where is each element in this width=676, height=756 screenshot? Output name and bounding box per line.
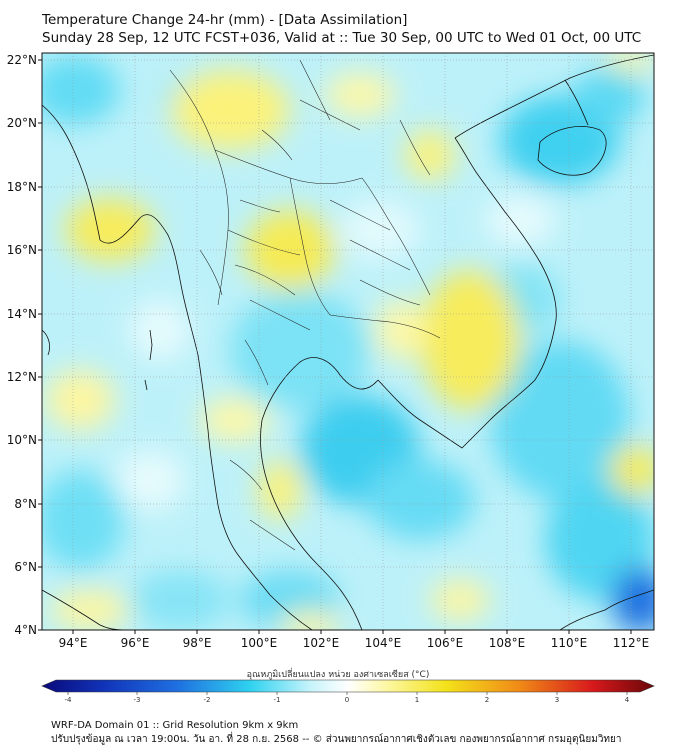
map-figure: 22°N 20°N 18°N 16°N 14°N 12°N 10°N 8°N 6… [7, 52, 655, 695]
gridlines [42, 53, 654, 630]
lon-label: 98°E [183, 636, 212, 650]
lon-label: 110°E [551, 636, 588, 650]
lat-label: 12°N [7, 370, 37, 384]
colorbar-body [41, 679, 655, 693]
footer-model-info: WRF-DA Domain 01 :: Grid Resolution 9km … [51, 720, 299, 731]
lat-label: 14°N [7, 307, 37, 321]
lat-label: 22°N [7, 53, 37, 67]
lat-label: 20°N [7, 116, 37, 130]
lat-label: 16°N [7, 243, 37, 257]
lon-label: 96°E [121, 636, 150, 650]
coastlines [42, 54, 654, 630]
tick-marks [38, 59, 632, 634]
colorbar-tick-label: 2 [485, 696, 489, 704]
colorbar-tick-label: 0 [345, 696, 349, 704]
colorbar-ticks [67, 692, 628, 695]
lat-label: 10°N [7, 433, 37, 447]
colorbar-tick-labels: -4 -3 -2 -1 0 1 2 3 4 [65, 696, 630, 704]
footer: WRF-DA Domain 01 :: Grid Resolution 9km … [51, 719, 622, 747]
admin-borders [169, 59, 441, 551]
map-svg: 22°N 20°N 18°N 16°N 14°N 12°N 10°N 8°N 6… [7, 52, 655, 695]
lon-label: 112°E [613, 636, 650, 650]
lon-label: 102°E [303, 636, 340, 650]
map-title-block: Temperature Change 24-hr (mm) - [Data As… [42, 11, 641, 47]
colorbar [41, 679, 655, 695]
colorbar-tick-label: 3 [555, 696, 559, 704]
colorbar-tick-label: -1 [274, 696, 281, 704]
map-title: Temperature Change 24-hr (mm) - [Data As… [42, 12, 408, 28]
colorbar-tick-label: -2 [204, 696, 211, 704]
lat-label: 6°N [14, 560, 37, 574]
colorbar-tick-label: 1 [415, 696, 419, 704]
lon-label: 104°E [365, 636, 402, 650]
colorbar-title: อุณหภูมิเปลี่ยนแปลง หน่วย องศาเซลเซียส (… [246, 670, 430, 680]
colorbar-tick-label: -3 [134, 696, 141, 704]
lon-labels: 94°E 96°E 98°E 100°E 102°E 104°E 106°E 1… [59, 636, 650, 650]
lat-labels: 22°N 20°N 18°N 16°N 14°N 12°N 10°N 8°N 6… [7, 53, 37, 637]
colorbar-tick-label: 4 [625, 696, 630, 704]
lat-label: 4°N [14, 623, 37, 637]
lat-label: 8°N [14, 497, 37, 511]
colorbar-tick-label: -4 [65, 696, 73, 704]
lat-label: 18°N [7, 180, 37, 194]
lon-label: 94°E [59, 636, 88, 650]
lon-label: 106°E [427, 636, 464, 650]
footer-credit: ปรับปรุงข้อมูล ณ เวลา 19:00น. วัน อา. ที… [51, 734, 622, 745]
map-frame [41, 52, 655, 631]
lon-label: 108°E [489, 636, 526, 650]
temperature-field [42, 53, 654, 630]
lon-label: 100°E [241, 636, 278, 650]
map-subtitle: Sunday 28 Sep, 12 UTC FCST+036, Valid at… [42, 30, 642, 46]
